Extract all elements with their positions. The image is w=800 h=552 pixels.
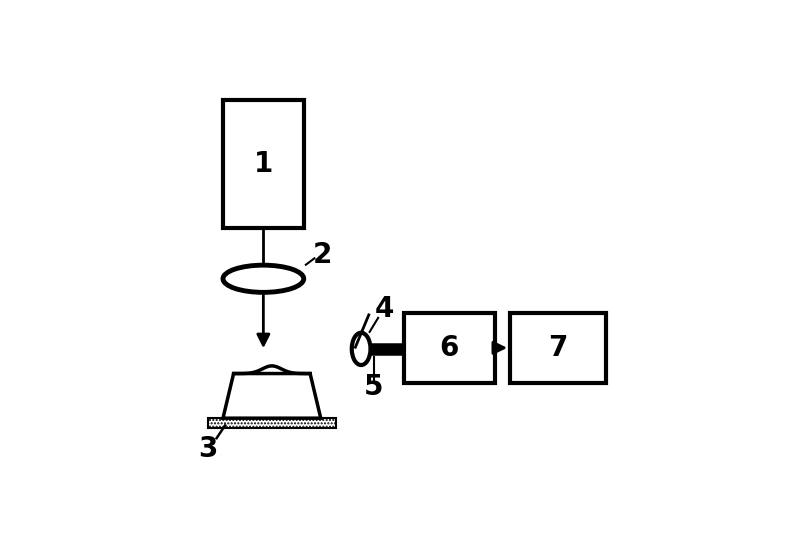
Bar (223, 100, 304, 228)
Text: 1: 1 (254, 150, 273, 178)
Ellipse shape (223, 265, 304, 293)
Text: 5: 5 (364, 373, 384, 401)
Ellipse shape (352, 333, 370, 365)
Polygon shape (223, 374, 321, 418)
Text: 2: 2 (313, 241, 333, 269)
Text: 3: 3 (198, 435, 218, 463)
Bar (510, 313, 606, 383)
Text: 6: 6 (440, 334, 459, 362)
Bar (208, 418, 336, 427)
Text: 4: 4 (375, 295, 394, 322)
Text: 7: 7 (548, 334, 567, 362)
Bar (404, 313, 495, 383)
